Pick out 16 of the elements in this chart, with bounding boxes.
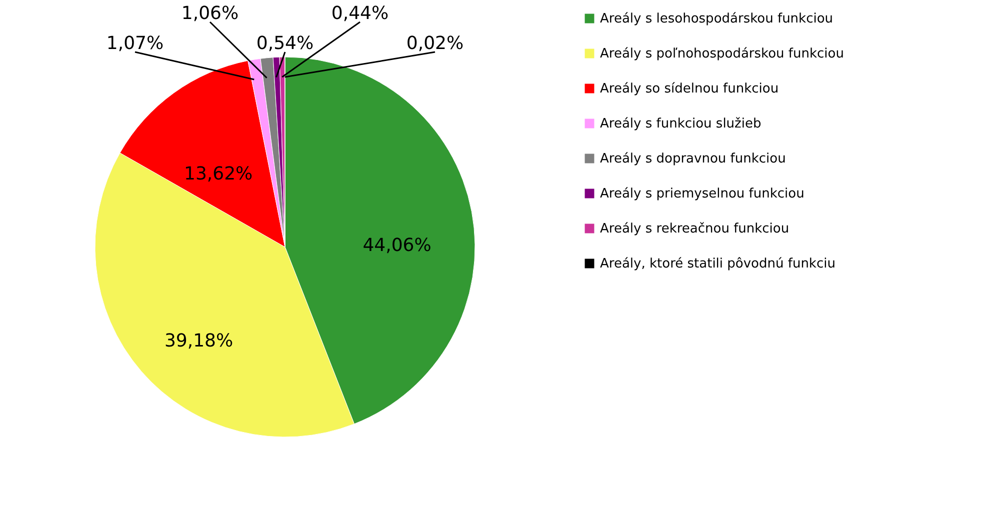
data-label: 1,07% [106,33,164,54]
data-label: 0,02% [406,33,464,54]
data-label: 44,06% [362,234,432,256]
legend-label: Areály s funkciou služieb [600,116,762,132]
data-label: 1,06% [181,3,239,24]
legend-label: Areály so sídelnou funkciou [600,82,779,96]
legend-label: Areály s dopravnou funkciou [600,152,786,166]
legend-label: Areály s priemyselnou funkciou [600,186,804,202]
data-label: 13,62% [184,164,253,185]
data-label: 39,18% [164,330,234,352]
data-label: 0,54% [256,33,314,54]
legend-label: Areály s poľnohospodárskou funkciou [600,46,844,62]
legend-label: Areály s lesohospodárskou funkciou [600,12,834,26]
legend-label: Areály, ktoré statili pôvodnú funkciu [600,256,836,272]
data-label: 0,44% [331,3,389,24]
legend-label: Areály s rekreačnou funkciou [600,222,790,236]
